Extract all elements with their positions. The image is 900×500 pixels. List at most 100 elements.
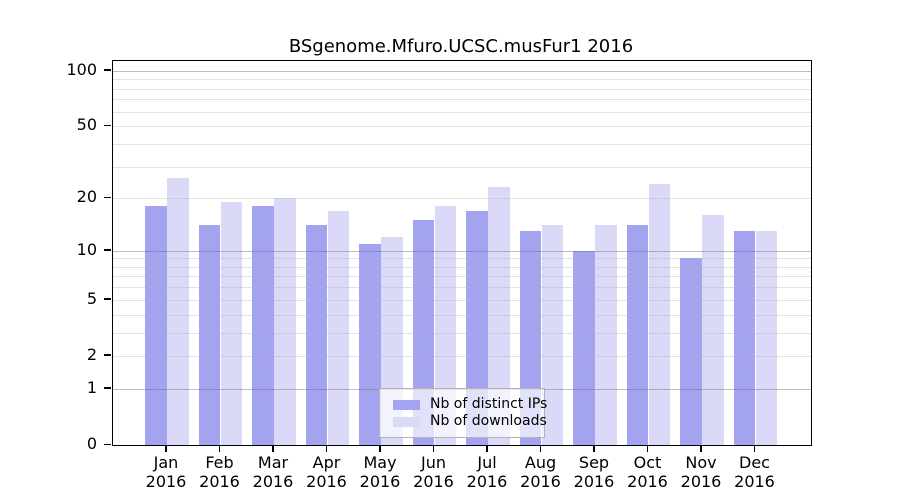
x-axis-label-year: 2016 [734,472,775,491]
x-axis-label-month: Dec [739,453,770,472]
y-axis-label-2: 2 [86,344,97,364]
bar-downloads-feb [220,202,243,445]
bar-distinct-ips-jul [466,210,488,445]
x-axis-label-year: 2016 [252,472,294,491]
x-axis-label-month: May [363,453,397,472]
bar-distinct-ips-nov [680,258,702,445]
y-axis-tick-2 [104,354,111,356]
x-axis-label-year: 2016 [520,472,561,491]
legend: Nb of distinct IPs Nb of downloads [379,388,548,438]
gridline-minor-40 [113,143,811,145]
y-axis-label-0: 0 [86,434,97,453]
x-axis-label-month: Jan [153,453,179,472]
bar-downloads-apr [327,210,350,445]
x-axis-label-year: 2016 [627,472,668,491]
y-axis-tick-1 [104,387,111,389]
gridline-minor-7 [113,276,811,278]
x-axis-tick-may [379,446,381,452]
legend-entry-distinct-ips: Nb of distinct IPs [393,396,548,413]
bar-downloads-nov [702,215,724,445]
x-axis-label-month: Jul [477,453,497,472]
gridline-minor-9 [113,258,811,260]
legend-swatch-downloads-icon [393,416,420,427]
y-axis-label-1: 1 [86,377,97,397]
gridline-minor-50 [113,126,811,128]
y-axis-tick-20 [104,196,111,199]
x-axis-label-month: Feb [205,453,234,472]
x-axis-label-month: Sep [578,453,610,472]
bar-downloads-mar [274,198,296,445]
x-axis-label-jan: Jan 2016 [121,453,211,491]
y-axis-tick-10 [104,249,111,251]
gridline-major-10 [113,250,811,252]
y-axis-label-5: 5 [86,288,97,308]
y-axis-tick-0 [104,443,111,445]
x-axis-label-year: 2016 [573,472,615,491]
gridline-minor-60 [113,111,811,113]
bar-downloads-sep [595,225,617,445]
bar-distinct-ips-feb [198,225,221,445]
bar-distinct-ips-may [359,243,381,445]
gridline-minor-80 [113,88,811,90]
gridline-minor-70 [113,99,811,101]
legend-swatch-distinct-ips-icon [393,399,420,410]
x-axis-label-oct: Oct 2016 [603,453,693,491]
x-axis-tick-sep [593,446,595,452]
x-axis-tick-jun [432,446,435,452]
x-axis-label-year: 2016 [145,472,187,491]
bar-distinct-ips-oct [626,225,649,445]
x-axis-label-year: 2016 [306,472,347,491]
bar-downloads-jan [167,177,189,445]
gridline-minor-90 [113,79,811,81]
x-axis-label-year: 2016 [359,472,401,491]
x-axis-tick-oct [646,446,649,452]
legend-label-distinct-ips: Nb of distinct IPs [430,396,548,412]
x-axis-label-month: Aug [524,453,557,472]
chart-title: BSgenome.Mfuro.UCSC.musFur1 2016 [288,36,634,57]
bar-distinct-ips-jan [145,206,167,445]
gridline-minor-4 [113,314,811,316]
x-axis-label-year: 2016 [199,472,240,491]
x-axis-tick-nov [700,446,702,452]
x-axis-label-aug: Aug 2016 [496,453,586,491]
y-axis-tick-50 [104,124,111,127]
x-axis-label-jun: Jun 2016 [389,453,479,491]
gridline-major-100 [113,70,811,72]
x-axis-tick-mar [272,446,274,452]
gridline-minor-3 [113,332,811,334]
x-axis-tick-aug [539,446,542,452]
x-axis-label-may: May 2016 [335,453,425,491]
bar-downloads-oct [648,184,671,445]
y-axis-label-100: 100 [66,59,97,79]
x-axis-label-mar: Mar 2016 [228,453,318,491]
x-axis-label-dec: Dec 2016 [710,453,800,491]
gridline-minor-30 [113,166,811,168]
x-axis-label-month: Apr [312,453,341,472]
bar-downloads-jul [488,187,510,445]
legend-label-downloads: Nb of downloads [430,413,547,429]
bar-distinct-ips-sep [573,250,595,445]
gridline-minor-2 [113,355,811,357]
x-axis-label-month: Oct [633,453,662,472]
x-axis-label-year: 2016 [413,472,454,491]
x-axis-label-month: Nov [685,453,717,472]
x-axis-label-jul: Jul 2016 [442,453,532,491]
x-axis-tick-jan [165,446,167,452]
bar-downloads-jun [434,206,457,445]
gridline-minor-20 [113,198,811,200]
legend-entry-downloads: Nb of downloads [393,413,547,430]
bar-downloads-aug [541,225,564,445]
gridline-minor-5 [113,299,811,301]
x-axis-tick-jul [486,446,488,452]
x-axis-label-month: Mar [257,453,289,472]
x-axis-label-year: 2016 [680,472,722,491]
gridline-minor-8 [113,266,811,268]
x-axis-label-year: 2016 [466,472,508,491]
x-axis-label-sep: Sep 2016 [549,453,639,491]
x-axis-tick-apr [325,446,328,452]
bar-distinct-ips-mar [252,206,274,445]
x-axis-tick-feb [218,446,221,452]
gridline-minor-6 [113,287,811,289]
y-axis-label-20: 20 [76,187,97,207]
